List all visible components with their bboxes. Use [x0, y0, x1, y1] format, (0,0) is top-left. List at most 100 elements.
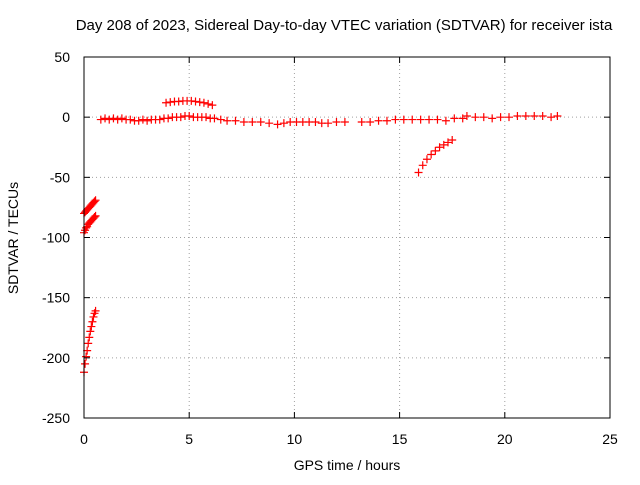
- y-tick-label: 50: [54, 49, 70, 65]
- data-point: [488, 114, 497, 123]
- data-point: [91, 306, 100, 315]
- data-point: [105, 115, 114, 124]
- data-point: [391, 115, 400, 124]
- data-point: [164, 114, 173, 123]
- y-tick-label: -50: [50, 169, 70, 185]
- data-point: [513, 111, 522, 120]
- data-point: [427, 150, 436, 159]
- data-point: [85, 333, 94, 342]
- data-point: [340, 117, 349, 126]
- x-tick-label: 15: [392, 431, 408, 447]
- data-point: [496, 113, 505, 122]
- data-point: [418, 161, 427, 170]
- data-series: [80, 196, 100, 218]
- data-point: [96, 115, 105, 124]
- data-point: [176, 113, 185, 122]
- plot-frame: [83, 56, 611, 419]
- grid-lines: [84, 57, 610, 418]
- data-points: [80, 96, 562, 377]
- data-point: [374, 116, 383, 125]
- data-point: [530, 111, 539, 120]
- data-point: [450, 114, 459, 123]
- y-tick-label: -100: [42, 230, 70, 246]
- x-axis-label: GPS time / hours: [294, 457, 401, 473]
- data-point: [231, 116, 240, 125]
- data-point: [448, 136, 457, 145]
- x-tick-label: 5: [185, 431, 193, 447]
- data-point: [187, 96, 196, 105]
- data-point: [382, 116, 391, 125]
- data-point: [191, 97, 200, 106]
- data-point: [81, 359, 90, 368]
- data-point: [435, 143, 444, 152]
- data-point: [443, 138, 452, 147]
- data-point: [185, 111, 194, 120]
- data-point: [174, 97, 183, 106]
- data-point: [357, 117, 366, 126]
- data-series: [223, 116, 349, 129]
- data-point: [87, 322, 96, 331]
- data-point: [126, 115, 135, 124]
- data-point: [505, 113, 514, 122]
- data-series: [96, 111, 225, 125]
- data-point: [553, 111, 562, 120]
- data-point: [86, 327, 95, 336]
- axis-ticks: [83, 56, 611, 419]
- data-point: [82, 352, 91, 361]
- x-tick-label: 20: [497, 431, 513, 447]
- data-point: [134, 116, 143, 125]
- data-point: [366, 117, 375, 126]
- data-series: [162, 96, 217, 110]
- data-point: [89, 312, 98, 321]
- data-point: [422, 155, 431, 164]
- data-point: [324, 119, 333, 128]
- x-tick-label: 25: [602, 431, 618, 447]
- data-point: [162, 98, 171, 107]
- data-point: [90, 213, 99, 222]
- data-point: [109, 114, 118, 123]
- data-point: [210, 114, 219, 123]
- data-point: [332, 117, 341, 126]
- data-point: [143, 116, 152, 125]
- data-series: [414, 136, 457, 177]
- x-tick-label: 10: [287, 431, 303, 447]
- data-point: [88, 317, 97, 326]
- data-point: [279, 119, 288, 128]
- data-point: [199, 98, 208, 107]
- y-tick-label: -200: [42, 350, 70, 366]
- y-tick-label: -150: [42, 290, 70, 306]
- data-point: [84, 339, 93, 348]
- data-point: [208, 101, 217, 110]
- data-point: [462, 111, 471, 120]
- data-point: [223, 116, 232, 125]
- data-point: [265, 119, 274, 128]
- data-point: [538, 111, 547, 120]
- data-point: [202, 113, 211, 122]
- y-tick-label: 0: [62, 109, 70, 125]
- data-series: [357, 114, 467, 126]
- data-series: [462, 111, 562, 123]
- data-series: [80, 211, 100, 237]
- data-point: [311, 117, 320, 126]
- data-point: [479, 113, 488, 122]
- data-point: [439, 140, 448, 149]
- data-point: [425, 115, 434, 124]
- data-point: [113, 115, 122, 124]
- data-point: [155, 115, 164, 124]
- data-point: [399, 115, 408, 124]
- data-point: [101, 114, 110, 123]
- data-point: [441, 116, 450, 125]
- data-point: [204, 99, 213, 108]
- data-point: [433, 115, 442, 124]
- data-point: [90, 197, 99, 206]
- data-point: [521, 111, 530, 120]
- data-point: [91, 196, 100, 205]
- y-axis-label: SDTVAR / TECUs: [5, 182, 21, 294]
- data-point: [431, 146, 440, 155]
- y-tick-labels: -250 -200 -150 -100 -50 0 50: [42, 49, 70, 426]
- x-tick-label: 0: [80, 431, 88, 447]
- data-point: [471, 113, 480, 122]
- data-point: [91, 211, 100, 220]
- data-point: [414, 168, 423, 177]
